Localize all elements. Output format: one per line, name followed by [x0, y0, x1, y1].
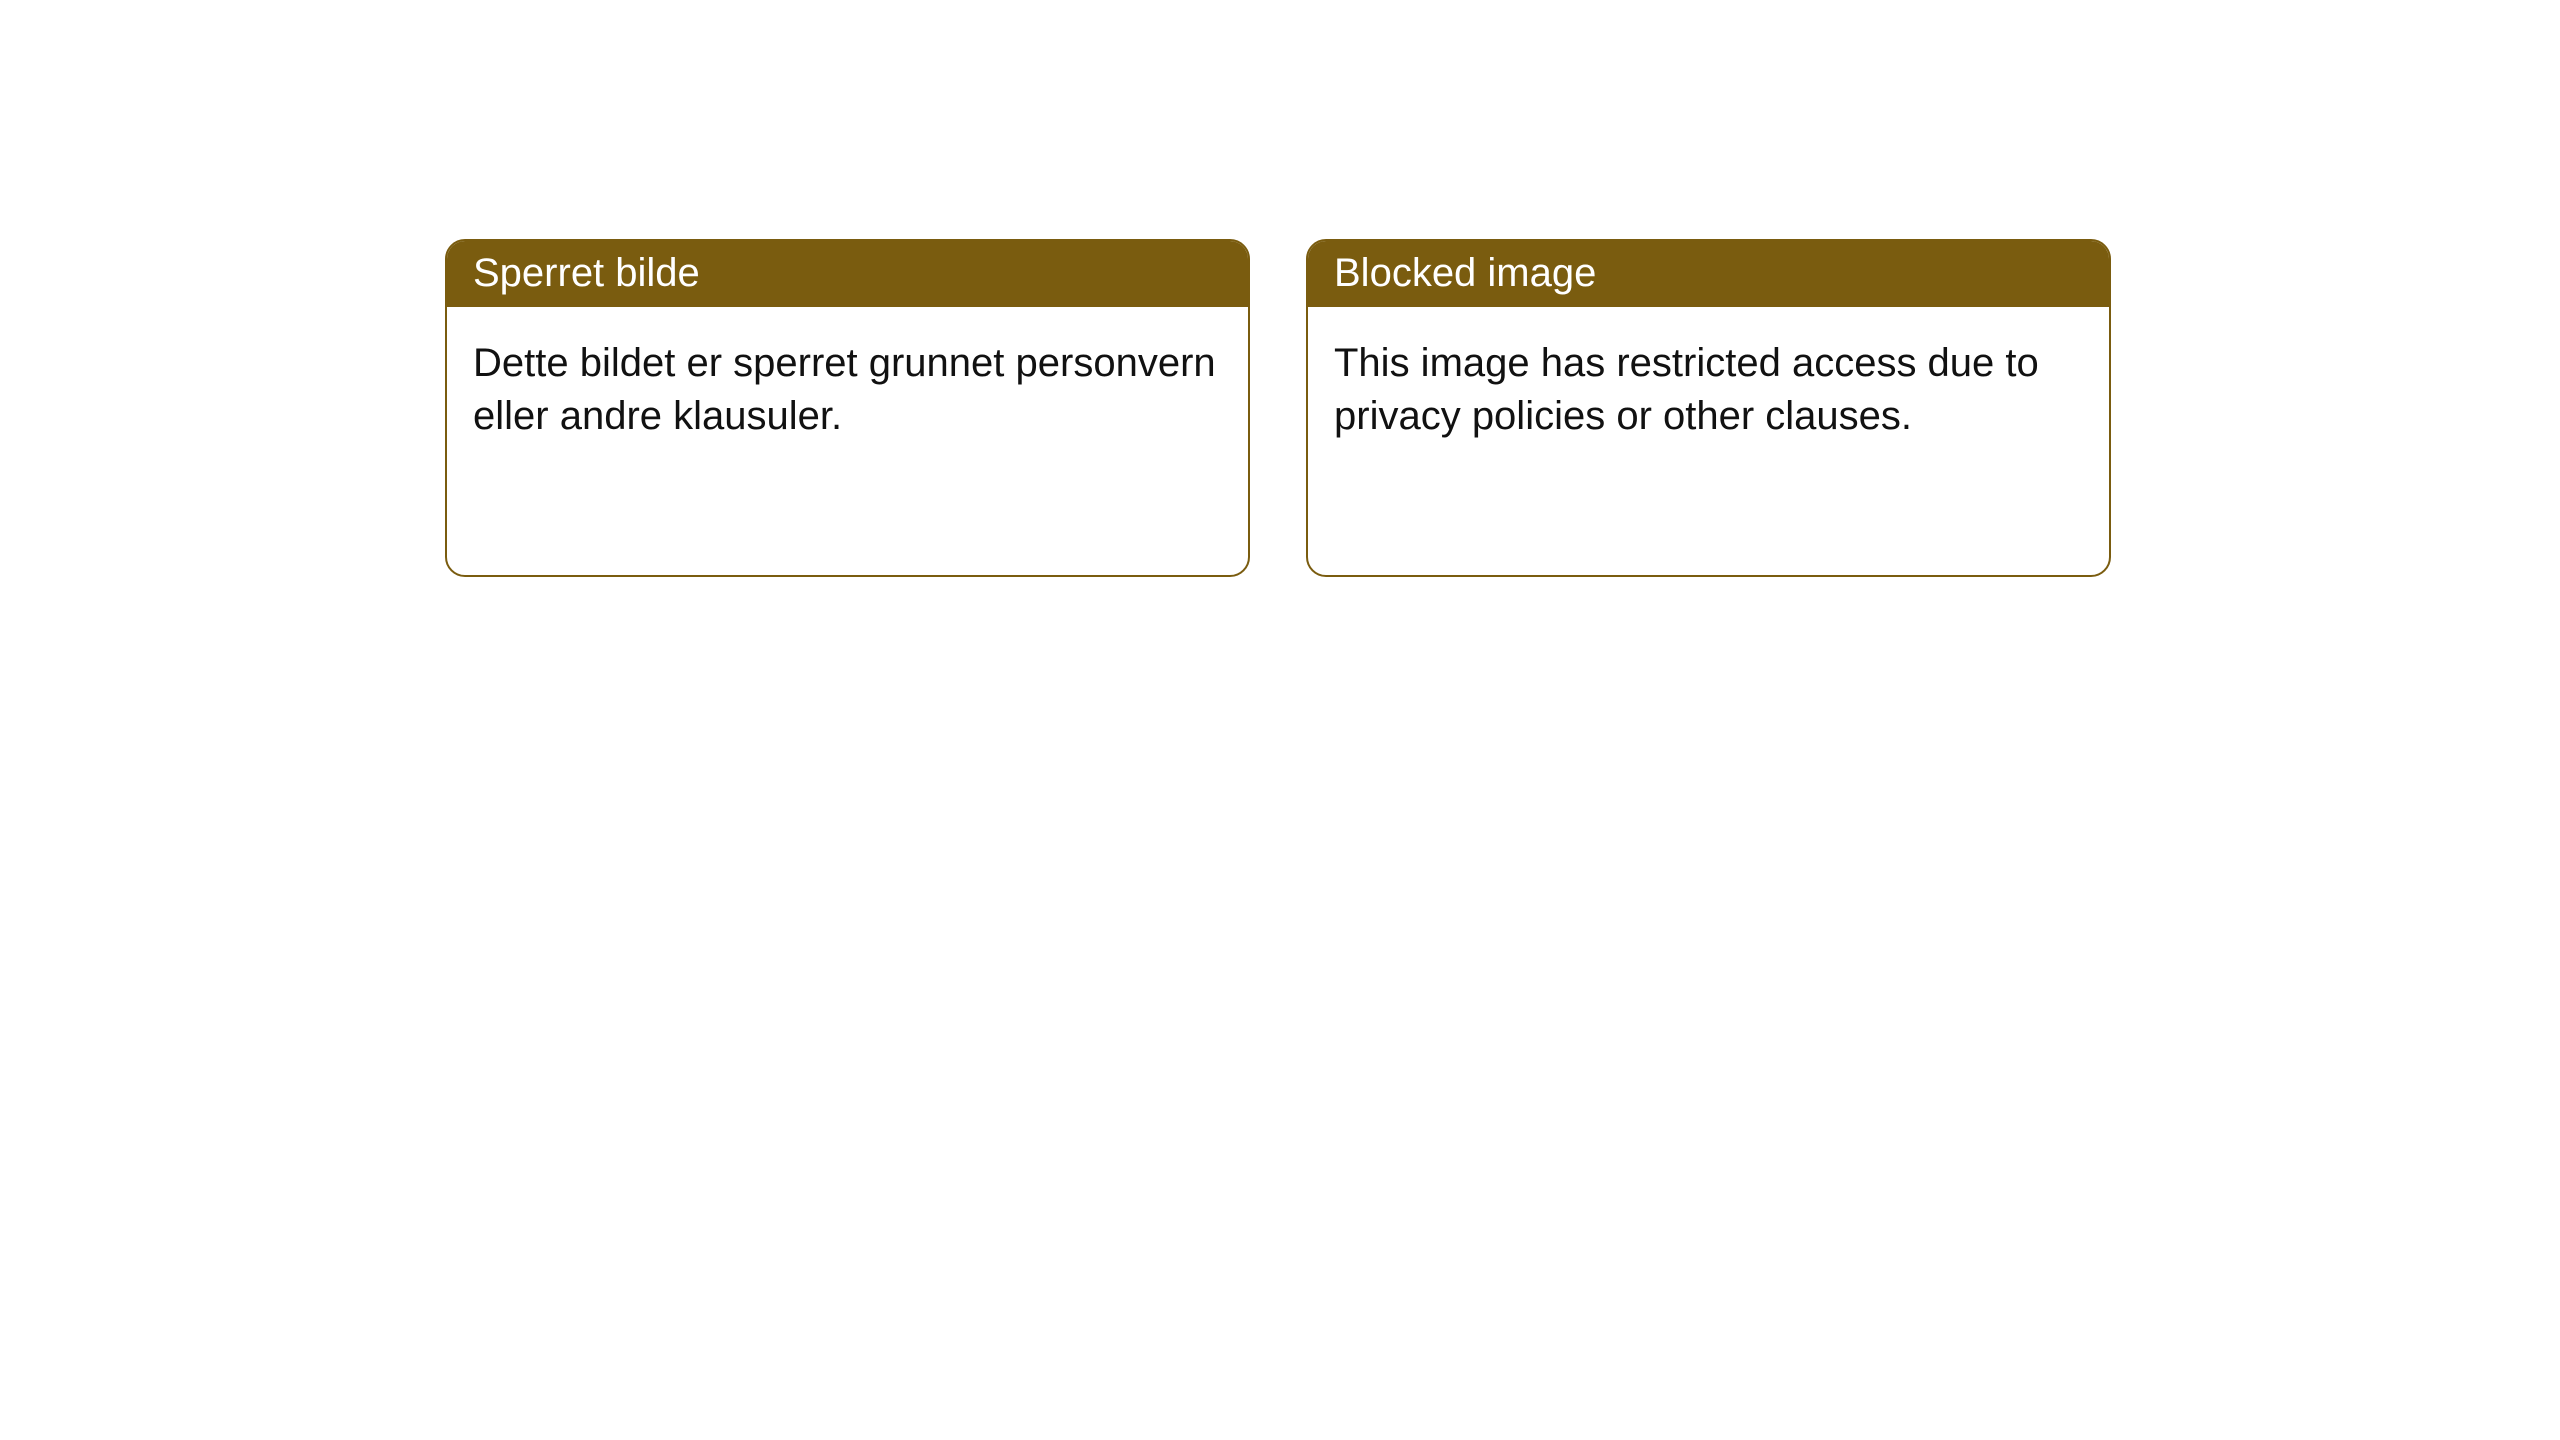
card-header: Blocked image	[1308, 241, 2109, 307]
card-body: This image has restricted access due to …	[1308, 307, 2109, 473]
card-title: Sperret bilde	[473, 251, 700, 295]
card-body: Dette bildet er sperret grunnet personve…	[447, 307, 1248, 473]
card-title: Blocked image	[1334, 251, 1596, 295]
card-body-text: This image has restricted access due to …	[1334, 341, 2039, 438]
notice-container: Sperret bilde Dette bildet er sperret gr…	[0, 0, 2560, 577]
card-body-text: Dette bildet er sperret grunnet personve…	[473, 341, 1216, 438]
card-header: Sperret bilde	[447, 241, 1248, 307]
blocked-image-card-no: Sperret bilde Dette bildet er sperret gr…	[445, 239, 1250, 577]
blocked-image-card-en: Blocked image This image has restricted …	[1306, 239, 2111, 577]
